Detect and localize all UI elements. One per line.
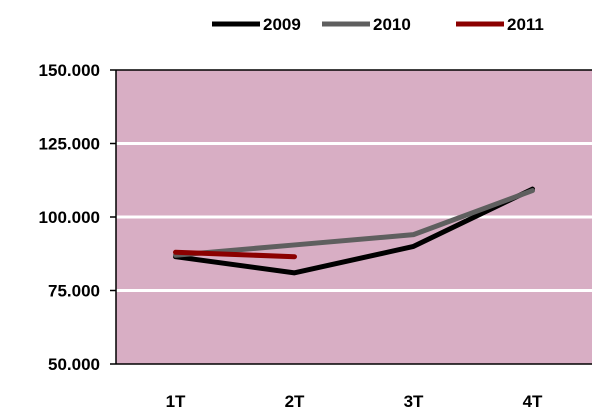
x-tick-label: 2T — [285, 392, 305, 409]
legend-label-2009: 2009 — [263, 15, 301, 34]
x-tick-label: 4T — [523, 392, 543, 409]
legend-label-2011: 2011 — [507, 15, 544, 34]
series-line-2010 — [173, 188, 535, 258]
x-axis-tick-labels: 1T 2T 3T 4T — [166, 392, 543, 409]
y-tick-label: 100.000 — [39, 208, 100, 227]
x-tick-label: 3T — [404, 392, 424, 409]
x-tick-label: 1T — [166, 392, 186, 409]
y-tick-label: 50.000 — [48, 355, 100, 374]
legend-label-2010: 2010 — [373, 15, 411, 34]
series-lines — [173, 186, 535, 276]
grid-lines — [116, 142, 592, 292]
y-axis-tick-labels: 50.000 75.000 100.000 125.000 150.000 — [39, 61, 100, 374]
legend: 2009 2010 2011 — [212, 15, 544, 34]
axes — [110, 69, 592, 365]
y-tick-label: 125.000 — [39, 135, 100, 154]
y-tick-label: 150.000 — [39, 61, 100, 80]
y-tick-label: 75.000 — [48, 282, 100, 301]
series-line-2009 — [173, 186, 535, 276]
series-line-2011 — [173, 249, 297, 260]
